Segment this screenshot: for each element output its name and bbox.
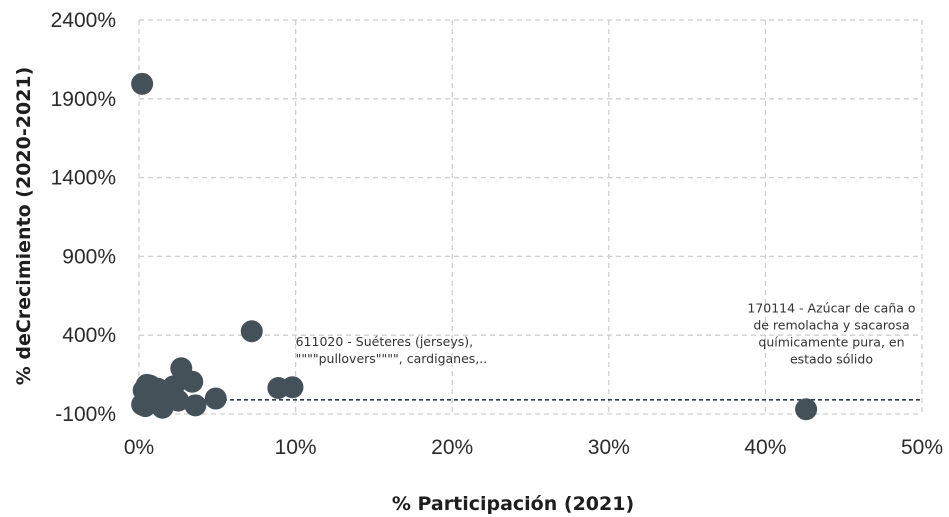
x-tick-label: 20% [431,436,473,459]
data-point [281,376,304,399]
x-tick-label: 10% [275,436,317,459]
point-annotation: 611020 - Suéteres (jerseys), """"pullover… [296,334,488,366]
data-point [795,398,818,421]
data-point [181,370,204,393]
x-axis-ticks: 0% 10% 20% 30% 40% 50% [124,436,943,459]
y-tick-label: 1900% [51,88,116,111]
point-annotation: 170114 - Azúcar de caña o de remolacha y … [747,300,915,366]
data-point [131,393,154,416]
annotation-line: """"pullovers"""", cardiganes,.. [296,351,488,366]
data-point [151,396,174,419]
annotation-line: 170114 - Azúcar de caña o [747,300,915,315]
annotations: 611020 - Suéteres (jerseys), """"pullover… [296,300,916,366]
annotation-line: estado sólido [790,351,873,366]
data-point [204,387,227,410]
y-tick-label: 400% [62,324,116,347]
grid [138,19,923,415]
y-tick-label: 2400% [51,9,116,32]
y-tick-label: -100% [55,403,116,426]
x-tick-label: 30% [588,436,630,459]
annotation-line: químicamente pura, en [758,334,904,349]
y-tick-label: 1400% [51,167,116,190]
y-axis-ticks: -100% 400% 900% 1400% 1900% 2400% [51,9,116,426]
x-tick-label: 40% [744,436,786,459]
y-axis-label: % deCrecimiento (2020-2021) [13,67,35,386]
data-points [131,72,818,421]
data-point [184,394,207,417]
annotation-line: de remolacha y sacarosa [753,317,909,332]
x-tick-label: 50% [901,436,943,459]
x-tick-label: 0% [124,436,154,459]
data-point [131,72,154,95]
data-point [240,320,263,343]
x-axis-label: % Participación (2021) [392,493,634,515]
y-tick-label: 900% [62,245,116,268]
annotation-line: 611020 - Suéteres (jerseys), [296,334,474,349]
